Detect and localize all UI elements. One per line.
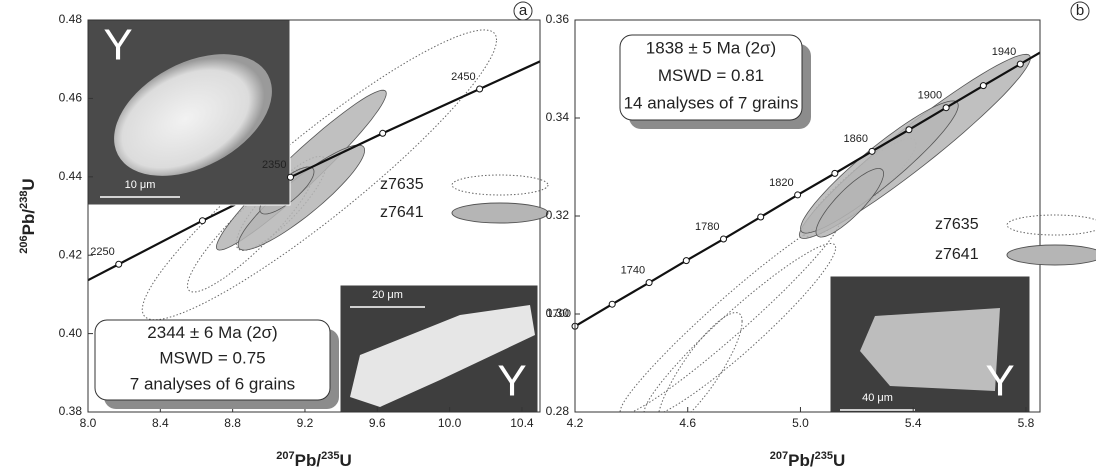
y-tick-label: 0.40	[59, 326, 83, 340]
inset-marker: Y	[103, 21, 132, 70]
legend-swatch	[1007, 215, 1096, 235]
result-line: 7 analyses of 6 grains	[130, 374, 295, 393]
x-axis-label: 207Pb/235U	[770, 450, 845, 471]
age-marker	[116, 261, 122, 267]
x-tick-label: 4.6	[679, 416, 696, 430]
age-marker	[609, 301, 615, 307]
age-marker	[832, 170, 838, 176]
legend-swatch	[1007, 245, 1096, 265]
age-marker	[477, 86, 483, 92]
result-line: MSWD = 0.81	[658, 66, 764, 85]
age-marker	[906, 127, 912, 133]
age-label: 1740	[621, 265, 645, 277]
x-tick-label: 8.8	[224, 416, 241, 430]
inset-marker: Y	[985, 357, 1014, 406]
x-tick-label: 5.4	[905, 416, 922, 430]
age-label: 1860	[844, 133, 868, 145]
legend-label: z7635	[935, 216, 979, 233]
age-marker	[683, 258, 689, 264]
legend-label: z7641	[380, 204, 424, 221]
x-tick-label: 9.6	[369, 416, 386, 430]
legend-swatch	[452, 175, 548, 195]
age-label: 2450	[451, 71, 475, 83]
age-marker	[869, 148, 875, 154]
concordia-extension	[88, 264, 119, 280]
age-marker	[758, 214, 764, 220]
legend-label: z7641	[935, 246, 979, 263]
age-marker	[721, 236, 727, 242]
y-tick-label: 0.28	[546, 404, 570, 418]
age-label: 1820	[769, 177, 793, 189]
y-axis-label: 206Pb/238U	[18, 178, 39, 253]
x-tick-label: 4.2	[567, 416, 584, 430]
x-tick-label: 5.8	[1018, 416, 1035, 430]
y-tick-label: 0.30	[546, 306, 570, 320]
result-line: 1838 ± 5 Ma (2σ)	[646, 39, 776, 58]
panel-label: b	[1076, 2, 1084, 19]
x-tick-label: 8.0	[80, 416, 97, 430]
concordia-extension	[480, 61, 540, 89]
age-marker	[380, 130, 386, 136]
age-marker	[199, 218, 205, 224]
y-tick-label: 0.42	[59, 247, 83, 261]
y-tick-label: 0.34	[546, 110, 570, 124]
age-label: 1780	[695, 221, 719, 233]
y-tick-label: 0.36	[546, 12, 570, 26]
scale-bar-label: 40 μm	[862, 392, 893, 404]
result-line: MSWD = 0.75	[159, 349, 265, 368]
scale-bar-label: 10 μm	[125, 179, 156, 191]
x-tick-label: 10.4	[510, 416, 534, 430]
page: {"chart_data": [ {"type": "concordia", "…	[0, 0, 1096, 476]
x-tick-label: 5.0	[792, 416, 809, 430]
scale-bar-label: 20 μm	[372, 289, 403, 301]
x-tick-label: 9.2	[297, 416, 314, 430]
x-tick-label: 8.4	[152, 416, 169, 430]
legend-label: z7635	[380, 176, 424, 193]
y-tick-label: 0.32	[546, 208, 570, 222]
inset-marker: Y	[497, 357, 526, 406]
x-tick-label: 10.0	[438, 416, 462, 430]
result-line: 2344 ± 6 Ma (2σ)	[147, 323, 277, 342]
error-ellipse	[620, 219, 840, 415]
age-label: 1900	[918, 90, 942, 102]
age-label: 1940	[992, 46, 1016, 58]
age-marker	[795, 192, 801, 198]
y-tick-label: 0.38	[59, 404, 83, 418]
age-marker	[980, 83, 986, 89]
age-marker	[287, 174, 293, 180]
y-tick-label: 0.44	[59, 169, 83, 183]
age-marker	[943, 105, 949, 111]
x-axis-label: 207Pb/235U	[276, 450, 351, 471]
panel-label: a	[519, 2, 528, 19]
result-line: 14 analyses of 7 grains	[624, 93, 799, 112]
figure: Y 10 μm Y 20 μm 2250 2350 2450 8.0 8.4 8.8 9.2 9.6 1…	[0, 0, 1096, 476]
age-label: 2350	[262, 159, 286, 171]
age-marker	[646, 280, 652, 286]
age-marker	[1017, 61, 1023, 67]
y-tick-label: 0.46	[59, 91, 83, 105]
legend-swatch	[452, 203, 548, 223]
age-label: 2250	[90, 246, 114, 258]
y-tick-label: 0.48	[59, 12, 83, 26]
